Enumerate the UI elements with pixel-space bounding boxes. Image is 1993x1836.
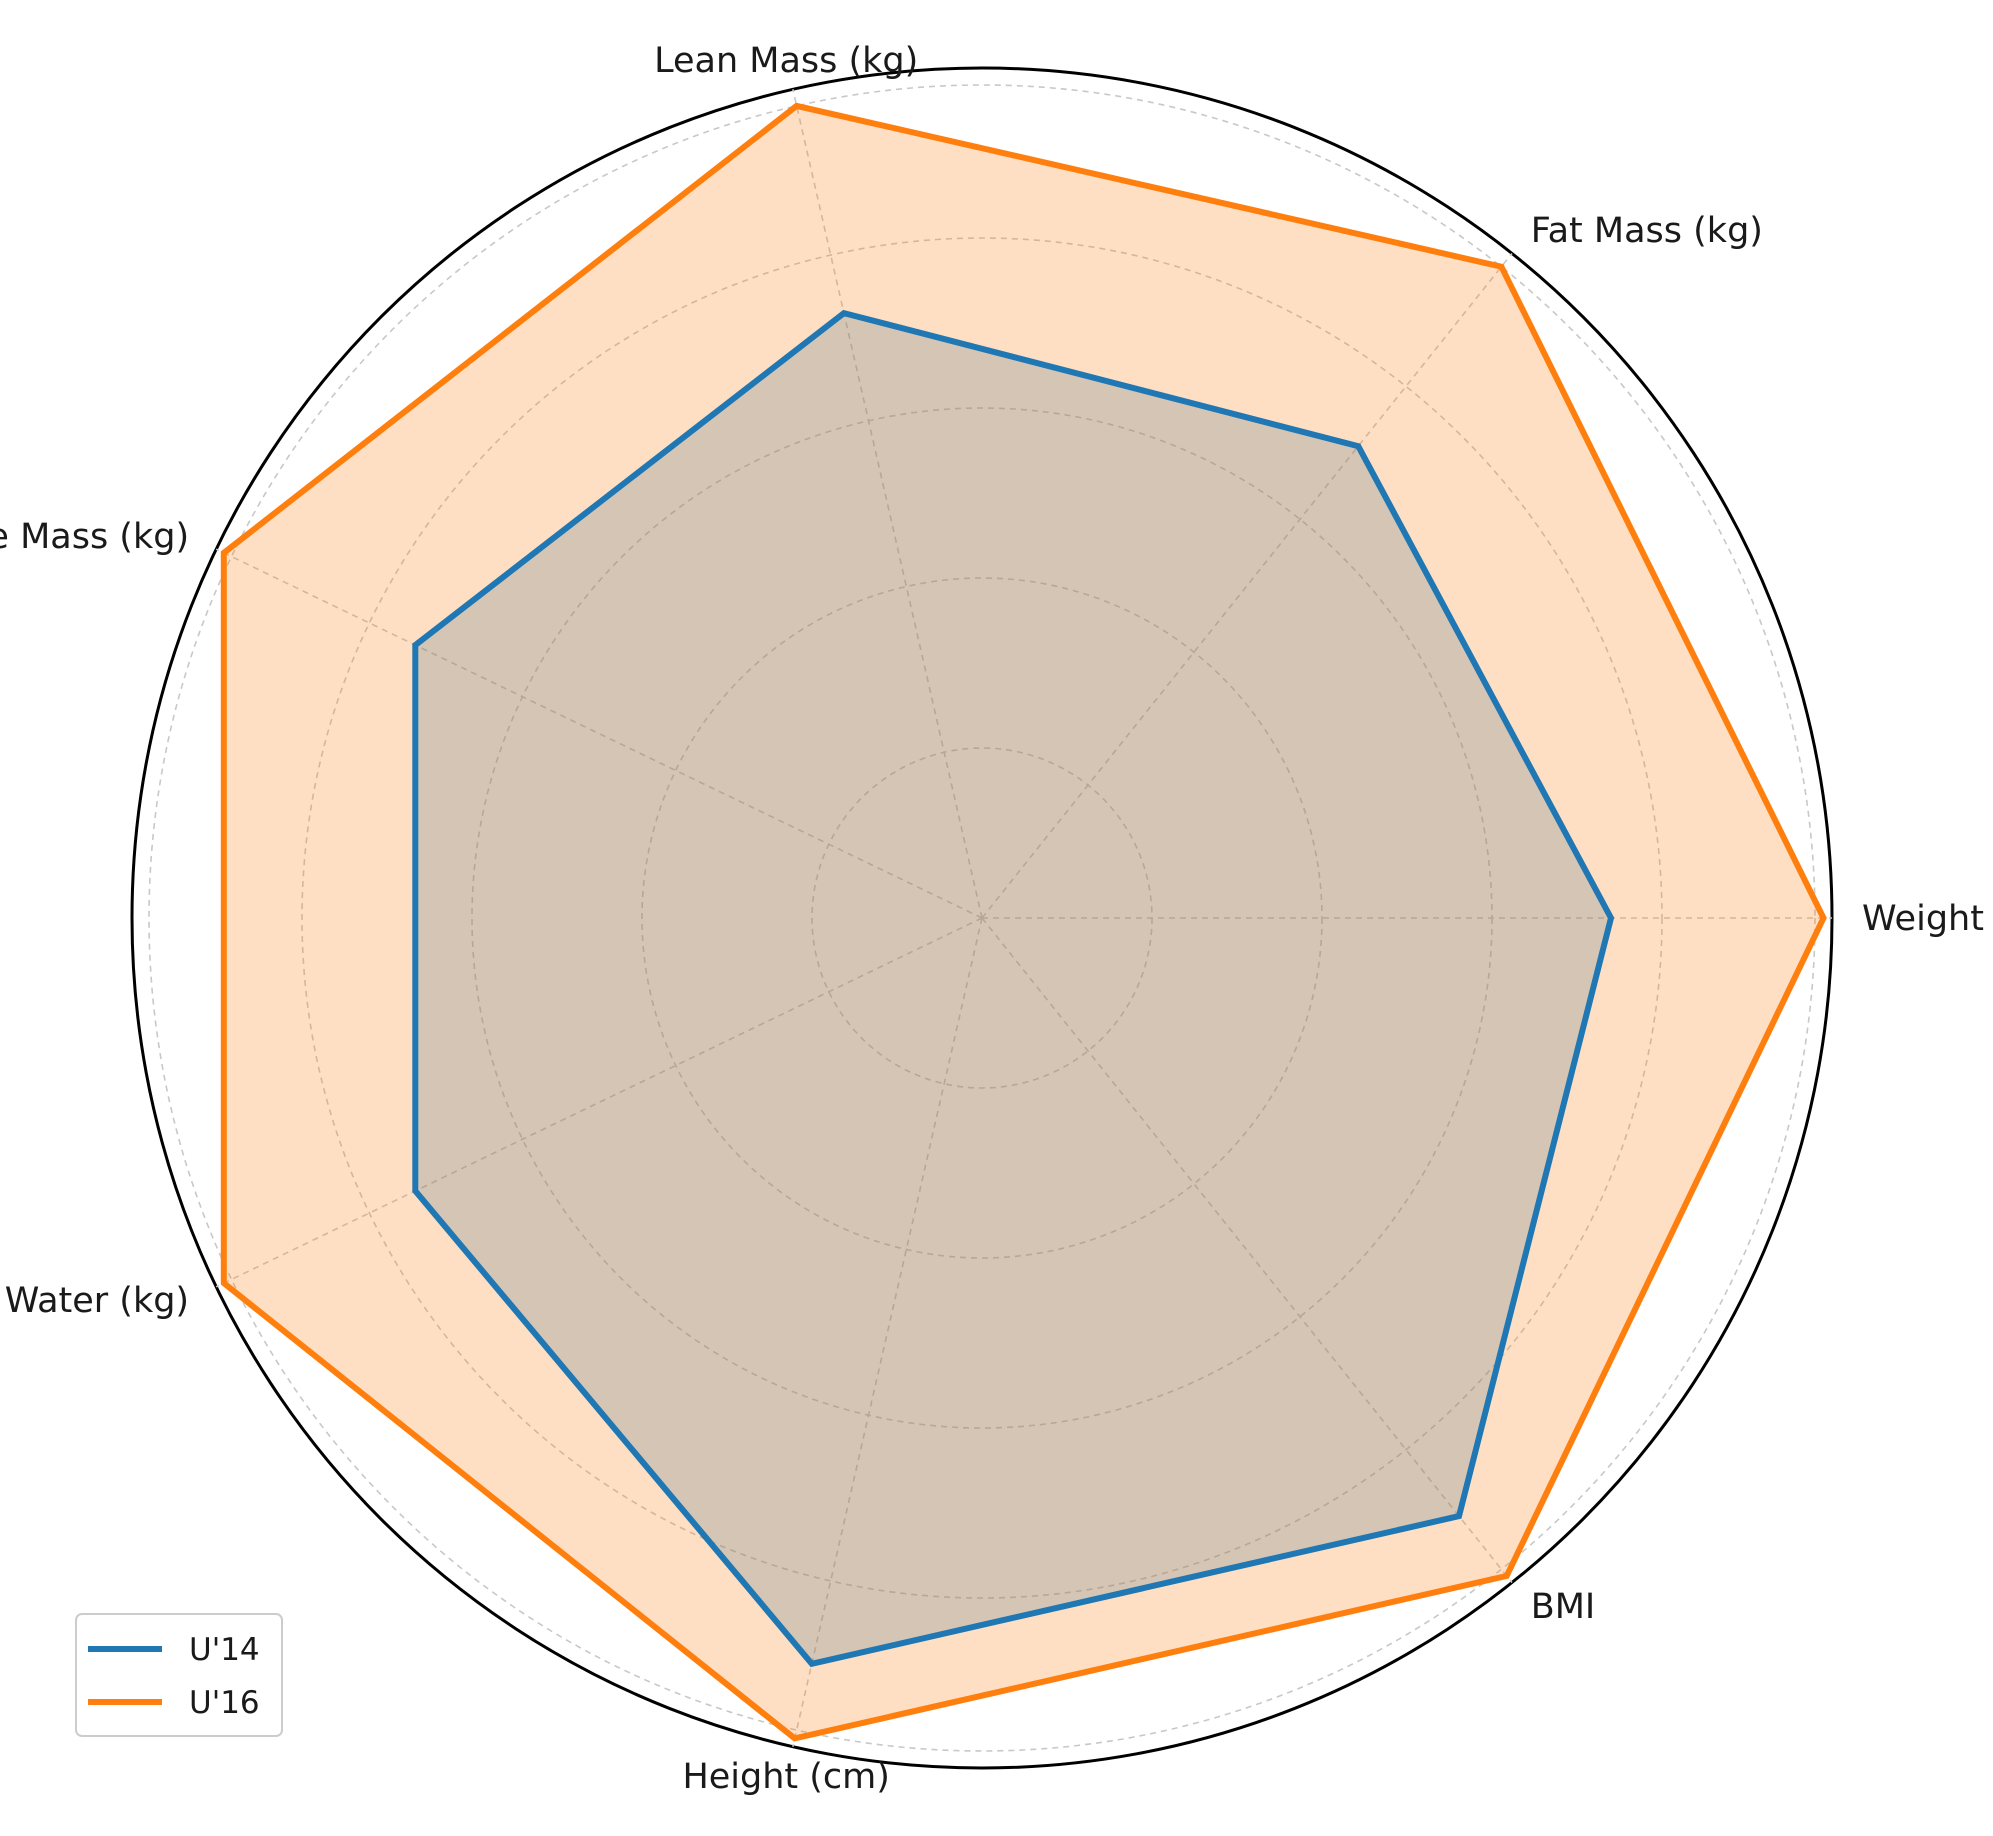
- grid-ring-5: [148, 84, 1816, 1752]
- spoke-2: [981, 252, 1513, 919]
- spoke-6: [792, 917, 983, 1747]
- axis-label-1: Weight (kg): [1862, 899, 1993, 939]
- legend: U'14 U'16: [75, 1613, 283, 1737]
- axis-label-2: Fat Mass (kg): [1531, 211, 1763, 251]
- axis-label-7: BMI: [1531, 1587, 1596, 1627]
- series-layer: [220, 102, 1827, 1742]
- spoke-3: [792, 89, 983, 919]
- series-line-2: [220, 102, 1827, 1742]
- axis-labels: Weight (kg) Fat Mass (kg) Lean Mass (kg) Mu…: [0, 41, 1993, 1797]
- grid-ring-2: [641, 577, 1323, 1259]
- axis-label-3: Lean Mass (kg): [654, 41, 918, 81]
- series-fill-1: [415, 313, 1611, 1664]
- axis-label-6: Height (cm): [682, 1757, 889, 1797]
- spoke-5: [215, 917, 983, 1288]
- legend-label-u14: U'14: [189, 1632, 260, 1668]
- axis-label-5: Water (kg): [5, 1281, 189, 1321]
- series-line-1: [412, 309, 1615, 1668]
- grid-layer: [130, 66, 1834, 1770]
- series-fill-2: [223, 105, 1824, 1739]
- axis-label-4: Muscle Mass (kg): [0, 517, 189, 557]
- legend-label-u16: U'16: [189, 1685, 260, 1721]
- spoke-7: [981, 917, 1513, 1584]
- spoke-4: [215, 548, 983, 919]
- grid-ring-4: [301, 237, 1663, 1599]
- legend-box: [75, 1613, 283, 1737]
